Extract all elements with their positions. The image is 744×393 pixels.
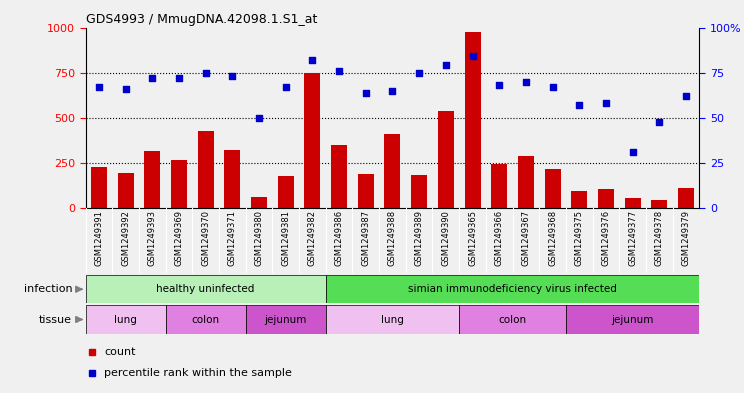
- Text: jejunum: jejunum: [612, 314, 654, 325]
- Text: count: count: [104, 347, 135, 357]
- Point: [520, 79, 532, 85]
- Bar: [566, 305, 699, 334]
- Point: [307, 57, 318, 63]
- Bar: [251, 196, 267, 208]
- Point: [600, 100, 612, 107]
- Bar: [358, 174, 373, 208]
- Text: simian immunodeficiency virus infected: simian immunodeficiency virus infected: [408, 284, 617, 294]
- Bar: [437, 111, 454, 208]
- Bar: [86, 305, 166, 334]
- Bar: [678, 188, 694, 208]
- Point: [280, 84, 292, 90]
- Bar: [331, 145, 347, 208]
- Bar: [651, 200, 667, 208]
- Point: [413, 70, 425, 76]
- Text: infection: infection: [24, 284, 72, 294]
- Text: lung: lung: [381, 314, 404, 325]
- Point: [120, 86, 132, 92]
- Bar: [86, 275, 326, 303]
- Bar: [198, 131, 214, 208]
- Text: jejunum: jejunum: [265, 314, 307, 325]
- Bar: [598, 189, 614, 208]
- Point: [333, 68, 345, 74]
- Point: [173, 75, 185, 81]
- Bar: [144, 151, 160, 208]
- Text: lung: lung: [114, 314, 137, 325]
- Bar: [326, 305, 459, 334]
- Point: [574, 102, 586, 108]
- Text: colon: colon: [192, 314, 219, 325]
- Bar: [411, 175, 427, 208]
- Point: [226, 73, 238, 79]
- Text: GDS4993 / MmugDNA.42098.1.S1_at: GDS4993 / MmugDNA.42098.1.S1_at: [86, 13, 317, 26]
- Text: colon: colon: [498, 314, 527, 325]
- Bar: [518, 156, 534, 208]
- Bar: [225, 151, 240, 208]
- Bar: [625, 198, 641, 208]
- Text: tissue: tissue: [39, 314, 72, 325]
- Bar: [491, 164, 507, 208]
- Bar: [571, 191, 587, 208]
- Bar: [171, 160, 187, 208]
- Bar: [385, 134, 400, 208]
- Point: [547, 84, 559, 90]
- Point: [626, 149, 638, 155]
- Point: [360, 90, 372, 96]
- Bar: [246, 305, 326, 334]
- Point: [493, 82, 505, 88]
- Point: [466, 53, 478, 60]
- Bar: [166, 305, 246, 334]
- Point: [199, 70, 211, 76]
- Text: percentile rank within the sample: percentile rank within the sample: [104, 368, 292, 378]
- Point: [440, 62, 452, 69]
- Text: healthy uninfected: healthy uninfected: [156, 284, 255, 294]
- Point: [680, 93, 692, 99]
- Bar: [91, 167, 107, 208]
- Point: [253, 115, 265, 121]
- Bar: [278, 176, 294, 208]
- Bar: [464, 32, 481, 208]
- Point: [653, 118, 665, 125]
- Point: [93, 84, 105, 90]
- Bar: [545, 169, 560, 208]
- Bar: [304, 73, 321, 208]
- Point: [387, 88, 399, 94]
- Bar: [459, 305, 566, 334]
- Bar: [118, 173, 134, 208]
- Point: [147, 75, 158, 81]
- Bar: [326, 275, 699, 303]
